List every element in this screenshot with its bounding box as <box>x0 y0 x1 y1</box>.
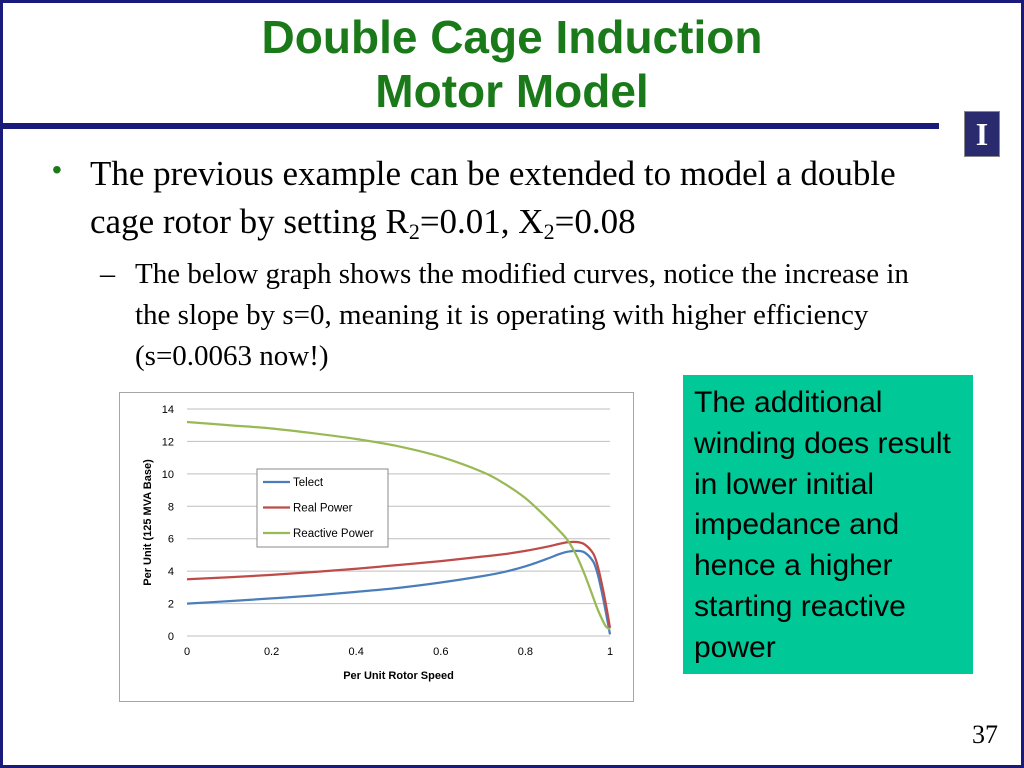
sub-bullet-marker: – <box>100 257 115 290</box>
bullet-text-part-1: The previous example can be extended to … <box>90 154 896 241</box>
page-number: 37 <box>972 720 998 749</box>
series-line-reactive-power <box>186 420 611 631</box>
x-tick-label: 1 <box>607 646 613 658</box>
x-tick-label: 0.8 <box>518 646 533 658</box>
main-bullet-text: The previous example can be extended to … <box>90 150 910 246</box>
sub-bullet-text: The below graph shows the modified curve… <box>135 258 909 372</box>
y-axis-title: Per Unit (125 MVA Base) <box>142 459 154 586</box>
title-underline <box>3 123 939 129</box>
x-tick-label: 0.6 <box>433 646 448 658</box>
bullet-subscript-1: 2 <box>408 219 420 244</box>
note-callout: The additional winding does result in lo… <box>683 375 973 674</box>
y-tick-label: 10 <box>162 469 174 481</box>
logo-letter: I <box>975 116 989 152</box>
x-axis-title: Per Unit Rotor Speed <box>343 670 454 682</box>
legend-label: Reactive Power <box>293 528 374 540</box>
x-tick-label: 0.4 <box>349 646 364 658</box>
university-logo-icon: I <box>964 111 1000 157</box>
y-tick-label: 2 <box>168 599 174 611</box>
y-tick-label: 0 <box>168 631 174 643</box>
series-line-real-power <box>186 540 612 629</box>
slide-title: Double Cage Induction Motor Model <box>0 10 1024 118</box>
chart-container: 0 2 4 6 8 10 12 14 0 0.2 0.4 0.6 0.8 1 Per Unit Rotor … <box>119 392 634 702</box>
y-tick-label: 6 <box>168 534 174 546</box>
y-tick-label: 8 <box>168 501 174 513</box>
legend-label: Real Power <box>293 503 353 515</box>
bullet-text-part-2: =0.01, X <box>419 202 544 241</box>
bullet-text-part-3: =0.08 <box>554 202 636 241</box>
slide-title-line-1: Double Cage Induction <box>261 11 763 63</box>
slide-title-line-2: Motor Model <box>375 65 649 117</box>
y-tick-label: 14 <box>162 404 174 416</box>
bullet-marker: • <box>52 154 62 185</box>
note-text: The additional winding does result in lo… <box>694 386 951 664</box>
bullet-subscript-2: 2 <box>543 219 555 244</box>
y-tick-label: 12 <box>162 436 174 448</box>
line-chart: 0 2 4 6 8 10 12 14 0 0.2 0.4 0.6 0.8 1 Per Unit Rotor … <box>142 404 613 682</box>
y-tick-label: 4 <box>168 566 174 578</box>
x-tick-label: 0 <box>184 646 190 658</box>
x-tick-label: 0.2 <box>264 646 279 658</box>
series-line-telect <box>186 549 612 635</box>
legend-label: Telect <box>293 477 324 489</box>
